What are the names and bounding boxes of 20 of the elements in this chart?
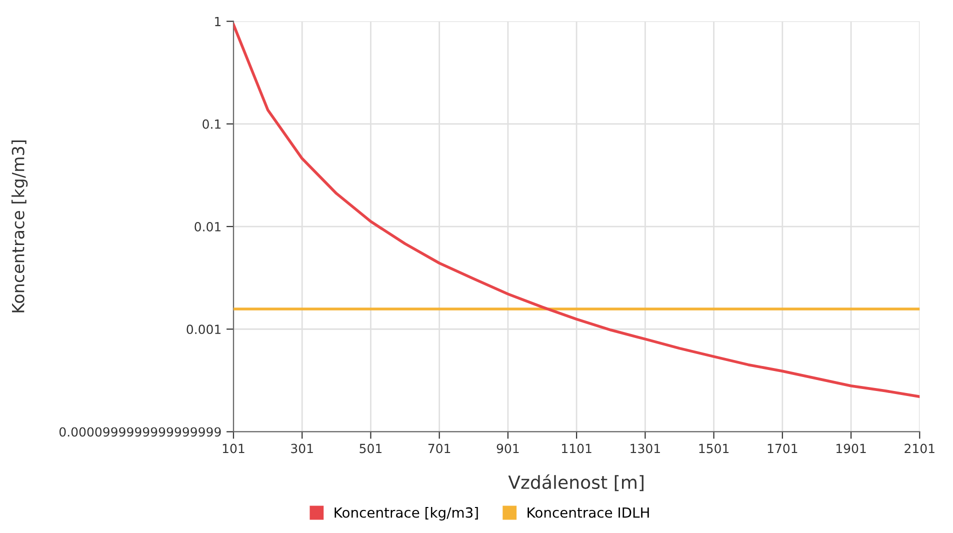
x-axis-title: Vzdálenost [m] [508,474,644,492]
y-tick-label: 1 [215,16,221,26]
x-tick-label: 1501 [699,444,729,454]
x-tick-label: 1901 [836,444,866,454]
y-axis-title: Koncentrace [kg/m3] [12,140,28,312]
y-tick-label: 0.01 [194,222,221,232]
legend-label: Koncentrace IDLH [528,507,649,518]
y-tick-label: 0.1 [202,119,221,129]
legend-label: Koncentrace [kg/m3] [334,507,478,520]
x-tick-label: 301 [291,444,313,454]
y-tick-label: 0.0000999999999999999 [59,427,221,437]
x-tick-label: 1101 [562,444,592,454]
x-tick-label: 501 [360,444,382,454]
x-tick-label: 101 [222,444,244,454]
x-tick-label: 1301 [630,444,660,454]
y-tick-label: 0.001 [186,324,221,334]
x-tick-label: 1701 [768,444,798,454]
x-tick-label: 701 [428,444,450,454]
x-tick-label: 2101 [904,444,934,454]
x-tick-label: 901 [496,444,519,454]
